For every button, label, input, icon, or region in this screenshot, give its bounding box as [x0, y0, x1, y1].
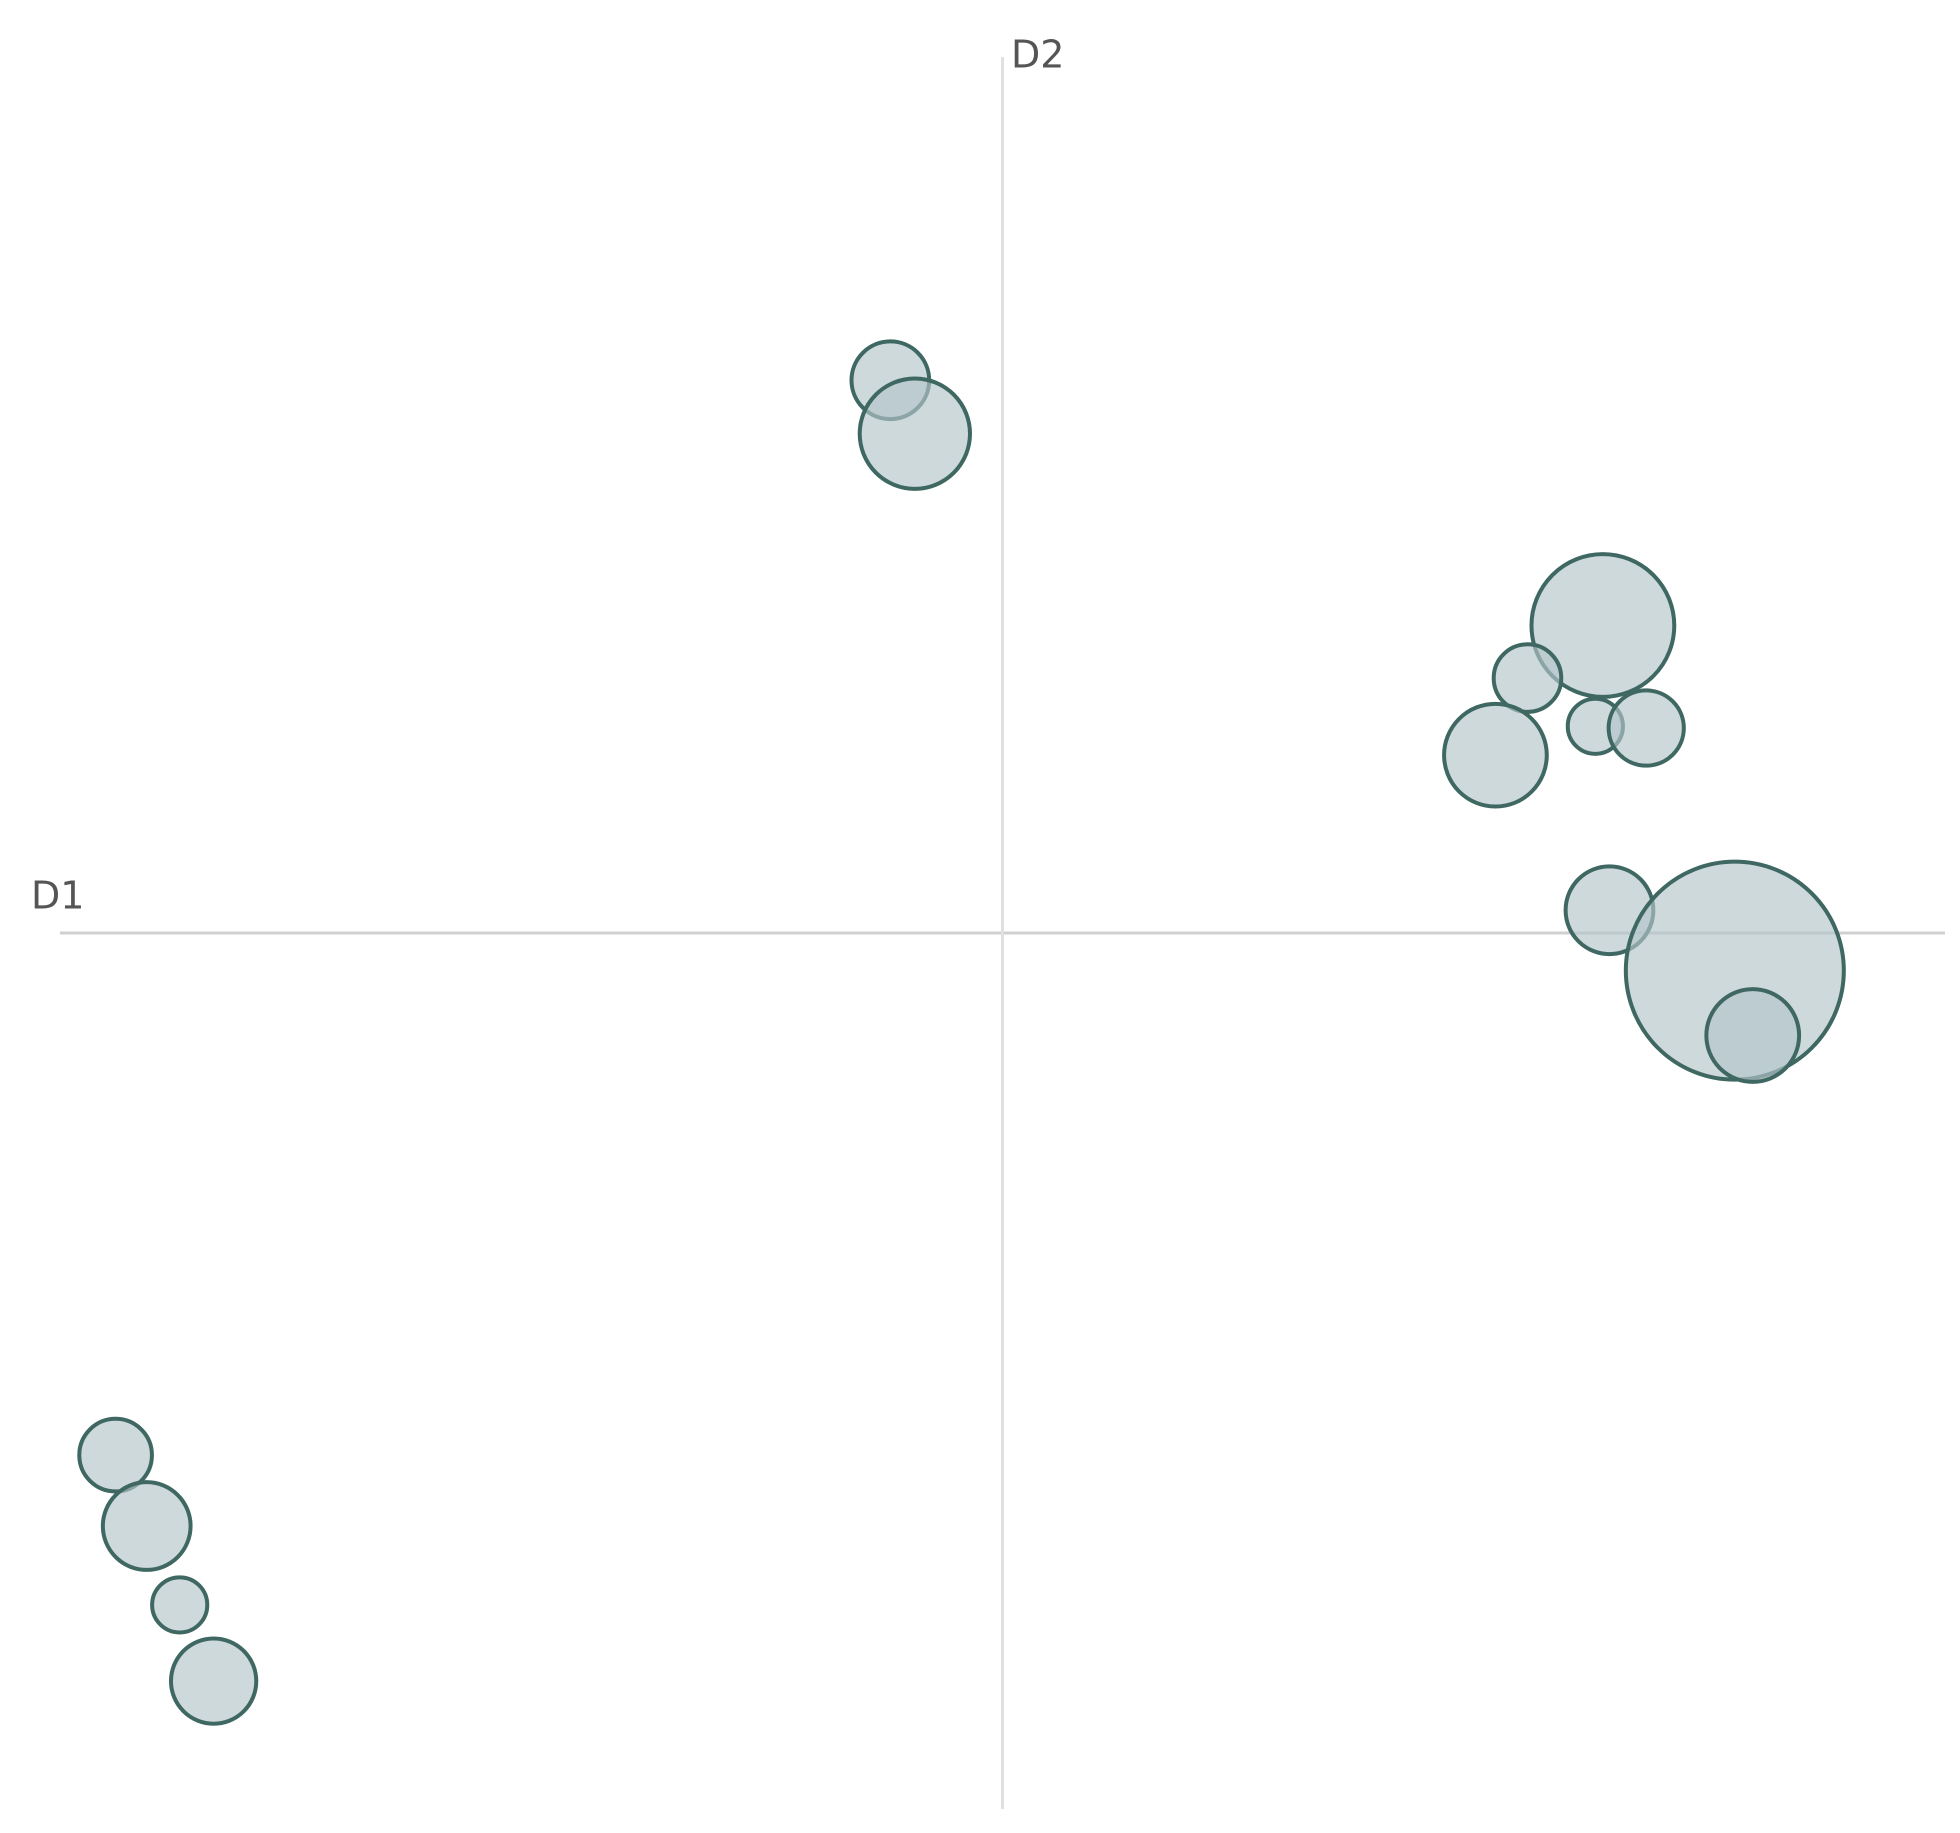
bubble: [1704, 987, 1802, 1084]
y-axis-label: D2: [1011, 33, 1064, 77]
bubble: [168, 1636, 259, 1726]
x-axis-label: D1: [31, 874, 84, 918]
bubble: [1606, 688, 1686, 768]
bubble: [100, 1480, 193, 1572]
bubble: [1442, 701, 1549, 809]
bubble: [857, 376, 972, 491]
bubble: [77, 1416, 154, 1494]
bubble: [1529, 552, 1677, 699]
bubble: [1491, 642, 1564, 714]
bubble: [150, 1575, 210, 1635]
